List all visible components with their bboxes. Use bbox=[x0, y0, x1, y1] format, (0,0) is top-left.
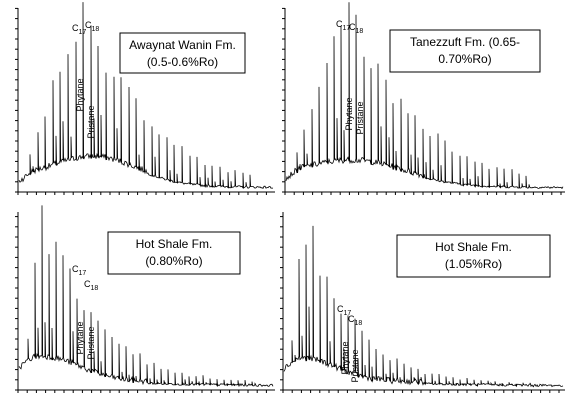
peak-label: C18 bbox=[349, 22, 363, 35]
peak-label-sub: 18 bbox=[91, 285, 99, 292]
panel-label: Awaynat Wanin Fm. bbox=[129, 38, 236, 52]
label-box bbox=[119, 32, 246, 74]
peak-label-base: C bbox=[84, 279, 91, 289]
label-box bbox=[107, 231, 241, 275]
peak-label: C17 bbox=[72, 23, 86, 36]
chromatogram-panel: Tanezzuft Fm. (0.65-0.70%Ro)C17C18Phytan… bbox=[282, 2, 565, 195]
peak-label: C18 bbox=[85, 20, 99, 33]
peak-label-base: C bbox=[336, 19, 343, 29]
panel-label: (0.5-0.6%Ro) bbox=[147, 55, 218, 69]
label-box bbox=[389, 29, 541, 73]
peak-label-sub: 18 bbox=[355, 320, 363, 327]
peak-label: Pristane bbox=[355, 101, 365, 134]
peak-label: C18 bbox=[348, 314, 362, 327]
peak-label-base: C bbox=[72, 264, 79, 274]
peak-label: C17 bbox=[337, 304, 351, 317]
peak-label-base: C bbox=[85, 20, 92, 30]
label-box bbox=[396, 234, 551, 278]
panel-label: (1.05%Ro) bbox=[445, 257, 502, 271]
trace bbox=[18, 2, 274, 190]
peak-label: C17 bbox=[72, 264, 86, 277]
panel-label: Hot Shale Fm. bbox=[136, 237, 213, 251]
peak-label-sub: 18 bbox=[356, 28, 364, 35]
peak-label-sub: 18 bbox=[92, 26, 100, 33]
trace bbox=[18, 205, 274, 388]
peak-label-base: C bbox=[348, 314, 355, 324]
peak-label-sub: 17 bbox=[344, 310, 352, 317]
peak-label: C18 bbox=[84, 279, 98, 292]
peak-label: Phytane bbox=[344, 97, 354, 130]
peak-label: Pristane bbox=[86, 326, 96, 359]
peak-label-base: C bbox=[72, 23, 79, 33]
peak-label-sub: 17 bbox=[343, 25, 351, 32]
trace bbox=[283, 225, 564, 388]
peak-label: Phytane bbox=[75, 321, 85, 354]
panel-label: 0.70%Ro) bbox=[438, 52, 491, 66]
peak-label-sub: 17 bbox=[79, 29, 87, 36]
peak-label: C17 bbox=[336, 19, 350, 32]
panel-label: Hot Shale Fm. bbox=[435, 240, 512, 254]
panel-label: Tanezzuft Fm. (0.65- bbox=[410, 35, 520, 49]
trace bbox=[285, 2, 564, 190]
peak-label-base: C bbox=[337, 304, 344, 314]
panel-label: (0.80%Ro) bbox=[145, 254, 202, 268]
peak-label: Pristane bbox=[86, 105, 96, 138]
peak-label-base: C bbox=[349, 22, 356, 32]
peak-label: Phytane bbox=[75, 78, 85, 111]
peak-label: Phytane bbox=[340, 341, 350, 374]
peak-label: Pristane bbox=[350, 349, 360, 382]
peak-label-sub: 17 bbox=[79, 270, 87, 277]
chromatogram-panel: Awaynat Wanin Fm.(0.5-0.6%Ro)C17C18Phyta… bbox=[15, 2, 275, 195]
